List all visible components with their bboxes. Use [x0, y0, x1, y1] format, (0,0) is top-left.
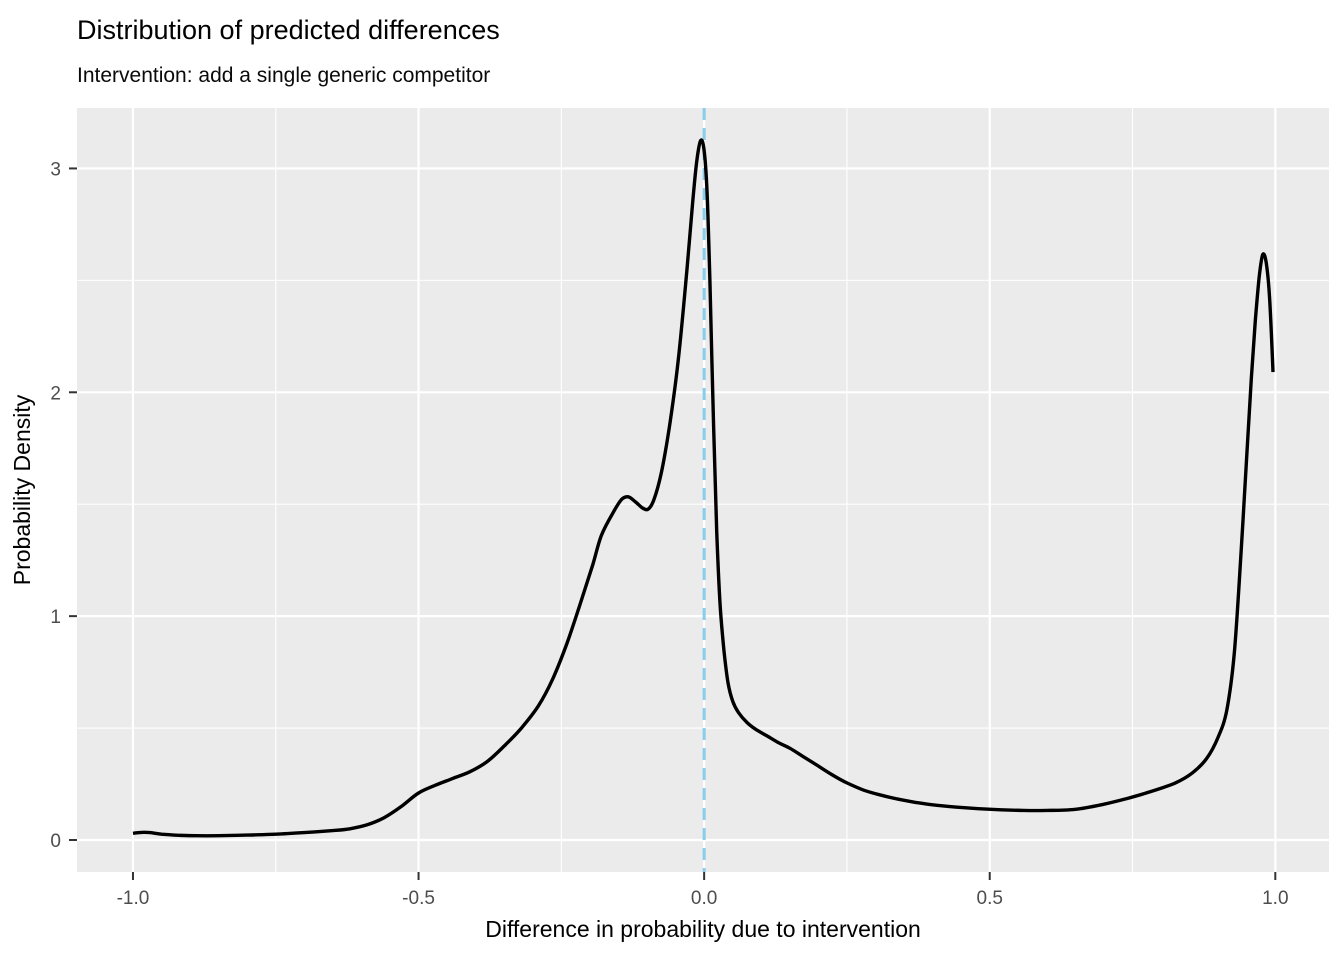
- minor-gridlines: [77, 108, 1329, 872]
- y-axis-title: Probability Density: [9, 394, 35, 585]
- x-tick-label: 0.5: [977, 888, 1003, 909]
- x-tick-label: 1.0: [1262, 888, 1288, 909]
- density-curve: [132, 138, 1275, 838]
- x-tick-label: -1.0: [117, 888, 150, 909]
- x-tick-label: -0.5: [402, 888, 435, 909]
- axis-tick-labels: -1.0 -0.5 0.0 0.5 1.0 0 1 2 3: [50, 159, 1288, 909]
- x-tick-label: 0.0: [691, 888, 717, 909]
- x-axis-title: Difference in probability due to interve…: [485, 916, 921, 942]
- plot-subtitle: Intervention: add a single generic compe…: [77, 64, 490, 87]
- y-tick-label: 1: [50, 607, 61, 628]
- axis-tick-marks: [69, 167, 1277, 880]
- y-tick-label: 3: [50, 159, 61, 180]
- plot-title: Distribution of predicted differences: [77, 15, 500, 45]
- y-tick-label: 2: [50, 383, 61, 404]
- y-tick-label: 0: [50, 831, 61, 852]
